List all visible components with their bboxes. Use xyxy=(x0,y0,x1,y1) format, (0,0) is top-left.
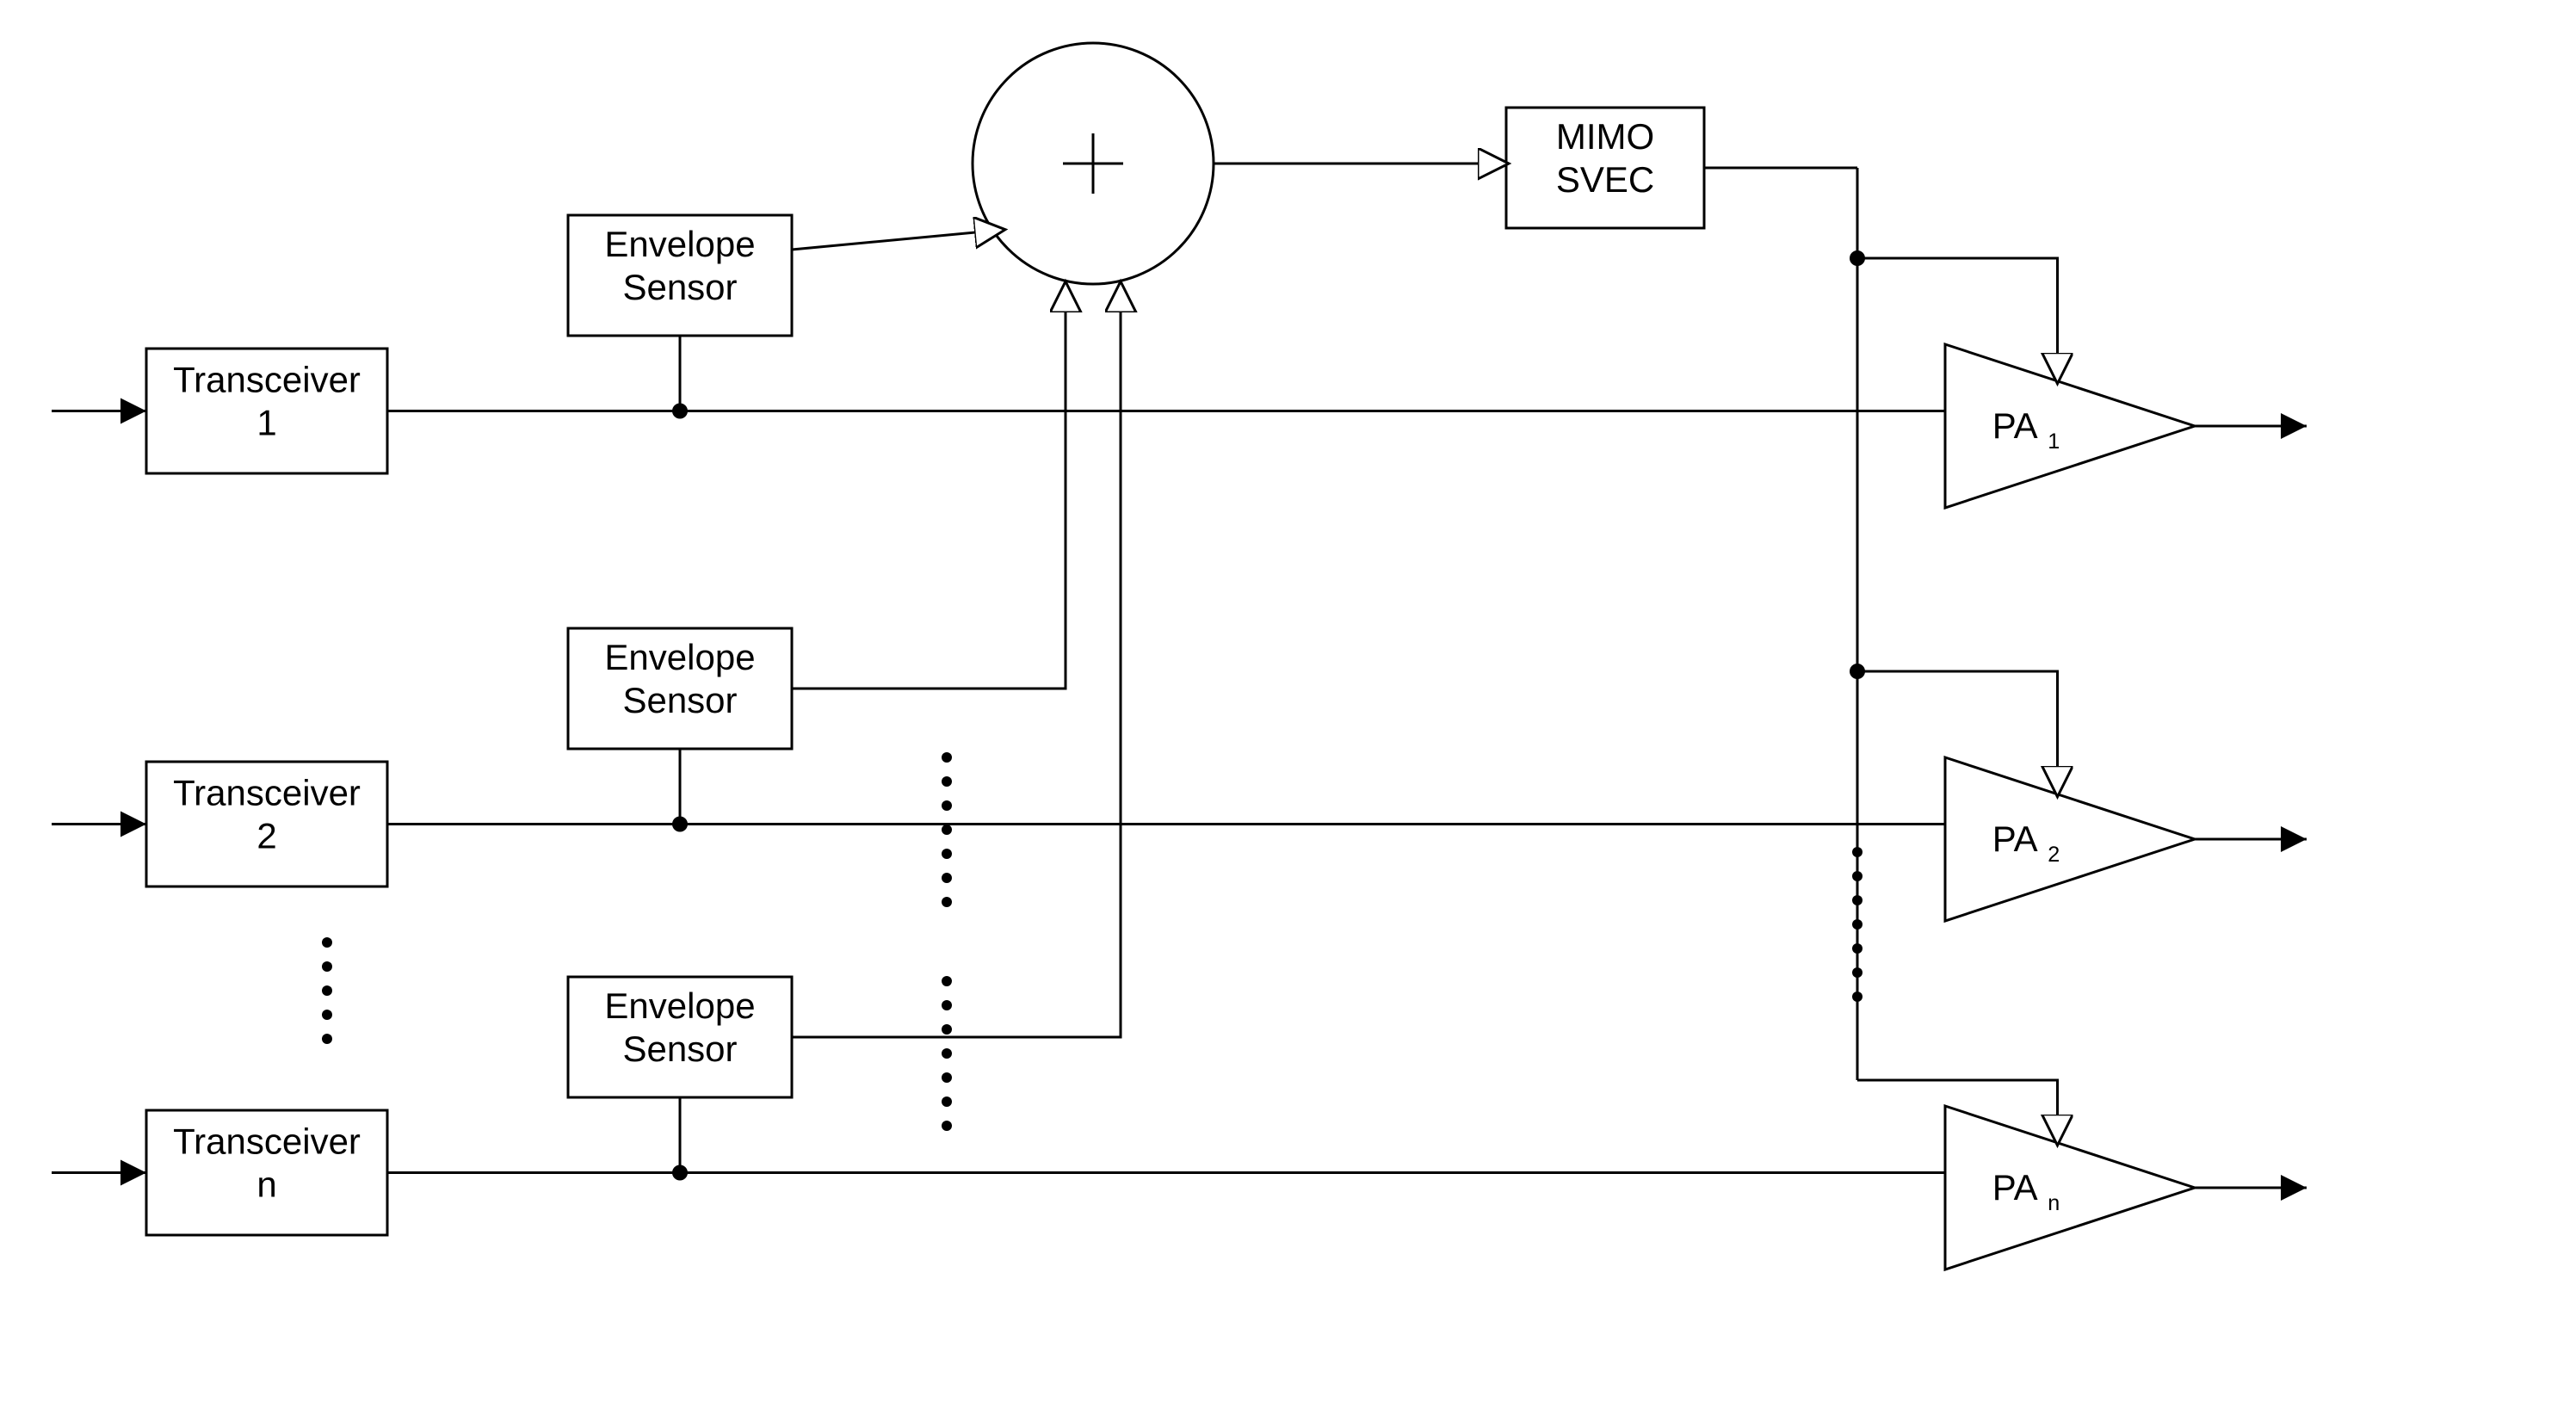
envelope-sensor-2-label1: Envelope xyxy=(604,637,755,677)
pa-2-sub: 2 xyxy=(2048,843,2060,867)
pa-2 xyxy=(1945,757,2195,921)
pa-1-sub: 1 xyxy=(2048,429,2060,454)
pa-n-label: PA xyxy=(1992,1167,2038,1208)
envelope-sensor-n-label2: Sensor xyxy=(622,1029,737,1069)
envelope-sensor-1-label2: Sensor xyxy=(622,267,737,307)
envelope-sensor-n-label1: Envelope xyxy=(604,985,755,1026)
transceiver-2-label1: Transceiver xyxy=(173,773,361,813)
pa-n xyxy=(1945,1106,2195,1269)
mimo-svec-label2: SVEC xyxy=(1556,159,1654,200)
block-diagram: Transceiver1Transceiver2TransceivernEnve… xyxy=(0,0,2576,1427)
mimo-svec-label1: MIMO xyxy=(1556,116,1654,157)
pa-1-label: PA xyxy=(1992,405,2038,446)
envelope-sensor-2-label2: Sensor xyxy=(622,680,737,720)
pa-2-label: PA xyxy=(1992,819,2038,859)
transceiver-n-label1: Transceiver xyxy=(173,1121,361,1162)
transceiver-n-label2: n xyxy=(256,1164,276,1205)
pa-n-sub: n xyxy=(2048,1191,2060,1215)
transceiver-1-label2: 1 xyxy=(256,403,276,443)
envelope-sensor-1-label1: Envelope xyxy=(604,224,755,264)
pa-1 xyxy=(1945,344,2195,508)
transceiver-1-label1: Transceiver xyxy=(173,360,361,400)
transceiver-2-label2: 2 xyxy=(256,816,276,856)
